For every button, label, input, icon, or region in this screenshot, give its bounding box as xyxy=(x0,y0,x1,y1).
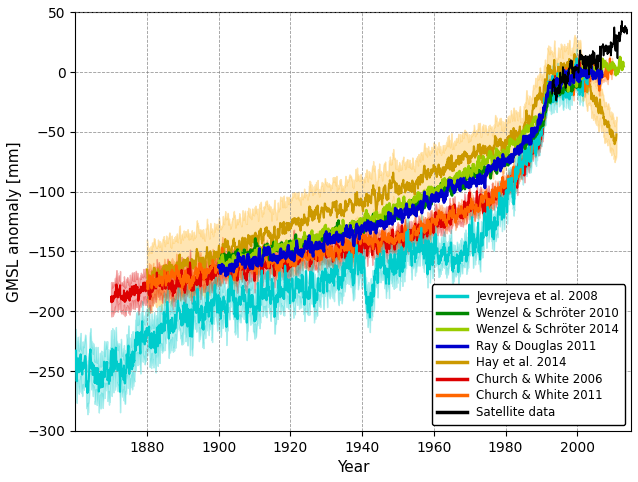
Wenzel & Schröter 2014 xyxy=(368,214,376,220)
Wenzel & Schröter 2010 xyxy=(216,265,223,270)
Jevrejeva et al. 2008 xyxy=(515,158,523,163)
Church & White 2006 xyxy=(575,57,582,63)
Wenzel & Schröter 2010 xyxy=(570,77,577,82)
Wenzel & Schröter 2014 xyxy=(406,204,414,210)
Church & White 2011 xyxy=(237,263,245,269)
Satellite data xyxy=(618,18,626,24)
Hay et al. 2014 xyxy=(311,207,319,213)
Church & White 2006 xyxy=(288,248,296,254)
Church & White 2011 xyxy=(143,279,151,284)
Wenzel & Schröter 2014 xyxy=(616,54,624,60)
Wenzel & Schröter 2010 xyxy=(308,239,316,244)
Wenzel & Schröter 2010 xyxy=(392,209,399,214)
Jevrejeva et al. 2008 xyxy=(304,292,312,298)
Y-axis label: GMSL anomaly [mm]: GMSL anomaly [mm] xyxy=(7,141,22,302)
Ray & Douglas 2011 xyxy=(322,237,329,243)
Hay et al. 2014 xyxy=(143,267,151,272)
Wenzel & Schröter 2010 xyxy=(462,179,470,185)
Jevrejeva et al. 2008 xyxy=(584,81,591,87)
Church & White 2006 xyxy=(477,191,484,197)
Satellite data xyxy=(608,44,616,50)
Ray & Douglas 2011 xyxy=(308,248,316,254)
Satellite data xyxy=(597,58,604,64)
Line: Hay et al. 2014: Hay et al. 2014 xyxy=(147,54,616,285)
Jevrejeva et al. 2008 xyxy=(178,322,186,328)
Hay et al. 2014 xyxy=(605,121,612,127)
Church & White 2006 xyxy=(544,94,551,99)
Satellite data xyxy=(548,91,556,96)
Church & White 2006 xyxy=(472,204,480,210)
Satellite data xyxy=(550,76,558,82)
Church & White 2006 xyxy=(107,294,115,300)
Satellite data xyxy=(622,25,630,30)
Church & White 2011 xyxy=(585,83,593,89)
Wenzel & Schröter 2010 xyxy=(530,133,537,138)
Wenzel & Schröter 2014 xyxy=(216,264,223,270)
Ray & Douglas 2011 xyxy=(222,273,230,279)
Hay et al. 2014 xyxy=(571,51,579,57)
Church & White 2011 xyxy=(609,67,617,73)
Hay et al. 2014 xyxy=(607,134,615,140)
Wenzel & Schröter 2014 xyxy=(215,258,223,264)
Ray & Douglas 2011 xyxy=(519,133,527,139)
Church & White 2011 xyxy=(564,78,572,83)
Hay et al. 2014 xyxy=(612,132,620,137)
Ray & Douglas 2011 xyxy=(228,262,236,268)
Line: Wenzel & Schröter 2010: Wenzel & Schröter 2010 xyxy=(219,80,581,268)
Church & White 2011 xyxy=(558,85,566,91)
Hay et al. 2014 xyxy=(527,120,535,126)
Wenzel & Schröter 2010 xyxy=(577,79,584,85)
Jevrejeva et al. 2008 xyxy=(77,369,85,375)
Satellite data xyxy=(623,27,631,33)
Satellite data xyxy=(601,43,609,49)
Jevrejeva et al. 2008 xyxy=(71,366,79,372)
Wenzel & Schröter 2014 xyxy=(534,119,542,124)
Ray & Douglas 2011 xyxy=(215,264,223,270)
Wenzel & Schröter 2014 xyxy=(537,115,544,121)
Hay et al. 2014 xyxy=(556,73,563,79)
Satellite data xyxy=(553,98,560,104)
Jevrejeva et al. 2008 xyxy=(354,262,362,268)
Ray & Douglas 2011 xyxy=(573,63,581,68)
Hay et al. 2014 xyxy=(257,231,265,237)
Wenzel & Schröter 2010 xyxy=(399,202,406,208)
Hay et al. 2014 xyxy=(144,282,152,288)
Wenzel & Schröter 2014 xyxy=(217,268,225,274)
Line: Church & White 2006: Church & White 2006 xyxy=(111,60,584,302)
Jevrejeva et al. 2008 xyxy=(573,55,581,61)
Line: Satellite data: Satellite data xyxy=(552,21,627,101)
Jevrejeva et al. 2008 xyxy=(84,390,91,396)
Church & White 2006 xyxy=(108,299,115,305)
Satellite data xyxy=(571,68,579,74)
Wenzel & Schröter 2010 xyxy=(215,263,223,269)
Ray & Douglas 2011 xyxy=(512,149,519,155)
Legend: Jevrejeva et al. 2008, Wenzel & Schröter 2010, Wenzel & Schröter 2014, Ray & Dou: Jevrejeva et al. 2008, Wenzel & Schröter… xyxy=(431,284,625,425)
X-axis label: Year: Year xyxy=(337,460,369,475)
Church & White 2011 xyxy=(425,217,433,223)
Wenzel & Schröter 2010 xyxy=(547,96,554,102)
Line: Church & White 2011: Church & White 2011 xyxy=(147,59,613,289)
Church & White 2011 xyxy=(144,286,151,292)
Wenzel & Schröter 2014 xyxy=(619,63,627,69)
Wenzel & Schröter 2014 xyxy=(619,59,627,65)
Line: Jevrejeva et al. 2008: Jevrejeva et al. 2008 xyxy=(75,58,588,393)
Church & White 2006 xyxy=(581,75,588,81)
Church & White 2011 xyxy=(260,243,267,249)
Ray & Douglas 2011 xyxy=(584,73,592,79)
Line: Wenzel & Schröter 2014: Wenzel & Schröter 2014 xyxy=(219,57,623,271)
Ray & Douglas 2011 xyxy=(598,72,606,78)
Church & White 2011 xyxy=(606,56,614,62)
Church & White 2006 xyxy=(313,256,320,262)
Jevrejeva et al. 2008 xyxy=(131,348,139,354)
Church & White 2006 xyxy=(174,283,182,289)
Line: Ray & Douglas 2011: Ray & Douglas 2011 xyxy=(219,66,602,276)
